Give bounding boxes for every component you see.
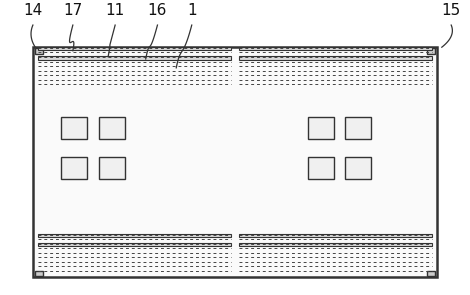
- Bar: [239, 47, 432, 50]
- Bar: [308, 117, 334, 140]
- Bar: [38, 234, 231, 237]
- Bar: [38, 47, 231, 50]
- Text: 15: 15: [442, 3, 461, 18]
- Bar: [61, 157, 87, 179]
- Bar: [308, 157, 334, 179]
- Bar: [427, 48, 435, 54]
- Bar: [61, 117, 87, 140]
- Bar: [38, 56, 231, 60]
- Bar: [239, 56, 432, 60]
- Bar: [427, 271, 435, 276]
- Bar: [345, 157, 371, 179]
- Bar: [99, 117, 125, 140]
- Bar: [38, 243, 231, 246]
- Text: 16: 16: [148, 3, 167, 18]
- Text: 14: 14: [24, 3, 42, 18]
- Bar: [35, 271, 43, 276]
- Text: 17: 17: [63, 3, 82, 18]
- Bar: [33, 47, 437, 277]
- Bar: [239, 243, 432, 246]
- Text: 1: 1: [187, 3, 196, 18]
- Bar: [345, 117, 371, 140]
- Bar: [239, 234, 432, 237]
- Bar: [99, 157, 125, 179]
- Text: 11: 11: [106, 3, 125, 18]
- Bar: [35, 48, 43, 54]
